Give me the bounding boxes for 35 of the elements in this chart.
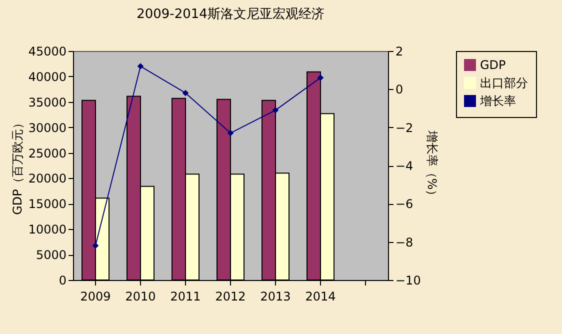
legend-label: GDP <box>480 58 506 72</box>
point <box>272 106 279 114</box>
y-tick-label: 45000 <box>28 44 66 58</box>
x-tick-label: 2014 <box>305 290 336 304</box>
y-axis-title: GDP（百万欧元） <box>10 117 24 215</box>
y-tick-label: 0 <box>58 274 66 288</box>
point <box>317 74 324 81</box>
y-tick-label: 25000 <box>28 146 66 160</box>
x-tick-label: 2013 <box>260 290 291 304</box>
y-tick-label: 10000 <box>28 222 66 237</box>
y2-tick-label: −8 <box>396 235 414 250</box>
chart-title: 2009-2014斯洛文尼亚宏观经济 <box>136 6 324 22</box>
y-tick-label: 5000 <box>36 248 66 262</box>
point <box>137 63 144 70</box>
y2-tick-label: 0 <box>396 82 404 97</box>
y-tick-label: 30000 <box>28 120 66 135</box>
legend-label: 增长率 <box>479 94 516 108</box>
y2-tick-label: −2 <box>396 120 414 135</box>
y2-tick-label: 2 <box>396 44 404 58</box>
point <box>182 90 189 96</box>
legend-label: 出口部分 <box>480 76 528 90</box>
x-tick-label: 2011 <box>170 290 201 304</box>
x-tick-label: 2009 <box>80 290 111 304</box>
point <box>227 130 234 136</box>
point <box>92 242 99 249</box>
x-tick-label: 2010 <box>125 290 156 304</box>
y-tick-label: 40000 <box>28 70 66 84</box>
y-tick-label: 15000 <box>28 197 66 212</box>
y2-axis-title: 增长率（%） <box>424 129 439 202</box>
y2-tick-label: −4 <box>396 159 414 173</box>
x-tick-label: 2012 <box>215 290 246 304</box>
y2-tick-label: −10 <box>396 274 421 288</box>
y-tick-label: 20000 <box>28 172 66 186</box>
y2-tick-label: −6 <box>396 197 414 212</box>
y-tick-label: 35000 <box>28 95 66 110</box>
